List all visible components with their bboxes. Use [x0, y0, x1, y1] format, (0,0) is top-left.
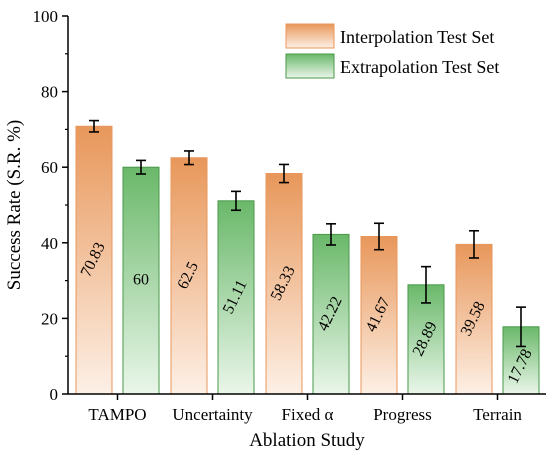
y-tick-label: 60: [41, 158, 58, 177]
y-tick-label: 100: [33, 7, 59, 26]
y-tick-label: 0: [50, 385, 59, 404]
x-tick-label: TAMPO: [88, 405, 146, 424]
bar-series0-cat0: [75, 125, 113, 395]
bar-series1-cat2: [312, 233, 350, 395]
legend-swatch-interpolation: [285, 23, 335, 49]
legend-swatch-extrapolation: [285, 53, 335, 79]
legend-label-interpolation: Interpolation Test Set: [340, 27, 494, 47]
error-bar-series1-cat2: [326, 223, 336, 246]
bars-layer: [75, 125, 540, 395]
error-bar-series1-cat0: [136, 159, 146, 175]
error-bar-series0-cat1: [184, 150, 194, 166]
error-bar-series1-cat3: [421, 265, 431, 304]
error-bars-layer: [89, 119, 526, 348]
error-bar-series0-cat4: [469, 229, 479, 259]
error-bar-series1-cat4: [516, 306, 526, 348]
legend-label-extrapolation: Extrapolation Test Set: [340, 57, 499, 77]
y-axis-title: Success Rate (S.R. %): [4, 120, 25, 290]
error-bar-series1-cat1: [231, 190, 241, 212]
x-tick-label: Fixed α: [282, 405, 334, 424]
y-tick-label: 40: [41, 234, 58, 253]
y-tick-label: 80: [41, 83, 58, 102]
bar-series0-cat3: [360, 235, 398, 395]
x-ticks-layer: TAMPO Uncertainty Fixed α Progress Terrain: [88, 394, 522, 424]
x-tick-label: Terrain: [473, 405, 522, 424]
x-tick-label: Progress: [373, 405, 432, 424]
x-tick-label: Uncertainty: [172, 405, 253, 424]
data-label-series1-cat0: 60: [133, 271, 149, 288]
bar-series1-cat0: [122, 166, 160, 395]
bar-series0-cat1: [170, 157, 208, 395]
x-axis-title: Ablation Study: [249, 430, 365, 451]
y-tick-label: 20: [41, 309, 58, 328]
error-bar-series0-cat0: [89, 119, 99, 133]
error-bar-series0-cat3: [374, 222, 384, 251]
y-ticks-layer: 0 20 40 60 80 100: [33, 7, 68, 404]
legend: Interpolation Test Set Extrapolation Tes…: [285, 23, 499, 79]
error-bar-series0-cat2: [279, 163, 289, 184]
